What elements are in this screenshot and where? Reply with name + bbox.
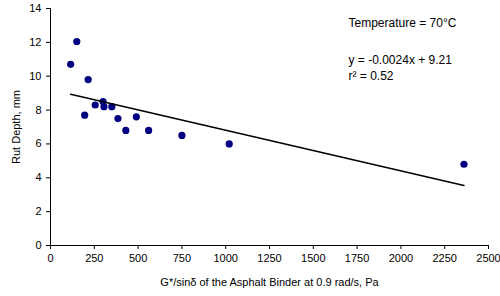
svg-text:2: 2 <box>35 205 41 217</box>
svg-text:0: 0 <box>35 239 41 251</box>
svg-text:12: 12 <box>29 36 41 48</box>
svg-text:250: 250 <box>85 252 103 264</box>
svg-text:2250: 2250 <box>432 252 456 264</box>
svg-text:4: 4 <box>35 171 41 183</box>
svg-text:2500: 2500 <box>476 252 500 264</box>
svg-text:0: 0 <box>47 252 53 264</box>
svg-text:G*/sinδ of the Asphalt Binder: G*/sinδ of the Asphalt Binder at 0.9 rad… <box>160 276 379 288</box>
svg-text:1750: 1750 <box>345 252 369 264</box>
svg-text:Rut Depth, mm: Rut Depth, mm <box>10 90 22 164</box>
svg-text:1250: 1250 <box>257 252 281 264</box>
svg-text:r² = 0.52: r² = 0.52 <box>349 69 394 83</box>
svg-text:y = -0.0024x + 9.21: y = -0.0024x + 9.21 <box>349 53 453 67</box>
svg-text:Temperature = 70°C: Temperature = 70°C <box>349 16 457 30</box>
svg-text:500: 500 <box>129 252 147 264</box>
svg-text:8: 8 <box>35 104 41 116</box>
svg-text:750: 750 <box>173 252 191 264</box>
svg-text:2000: 2000 <box>389 252 413 264</box>
svg-text:1500: 1500 <box>301 252 325 264</box>
svg-text:10: 10 <box>29 70 41 82</box>
svg-text:6: 6 <box>35 137 41 149</box>
svg-text:14: 14 <box>29 2 41 14</box>
svg-text:1000: 1000 <box>213 252 237 264</box>
